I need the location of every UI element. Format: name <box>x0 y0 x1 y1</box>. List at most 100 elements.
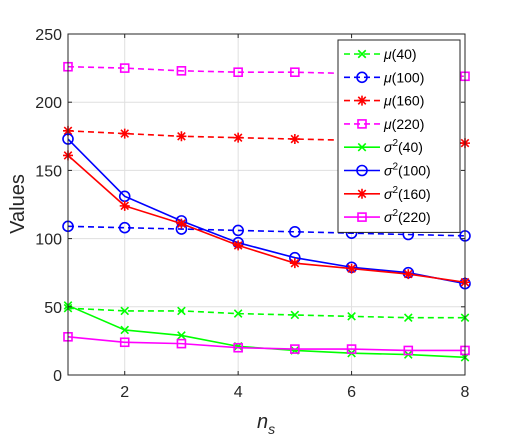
marker-x <box>177 331 186 340</box>
legend-label-suffix: (40) <box>398 139 423 155</box>
legend-item: μ(220) <box>344 116 424 132</box>
marker-x <box>357 49 367 59</box>
legend-item: σ2(40) <box>344 138 423 155</box>
legend-label-suffix: (40) <box>392 46 417 62</box>
plot-frame <box>67 33 466 376</box>
marker-x <box>403 313 413 323</box>
legend-label-symbol: μ <box>383 69 392 85</box>
legend: μ(40)μ(100)μ(160)μ(220)σ2(40)σ2(100)σ2(1… <box>337 39 461 233</box>
legend-label-superscript: 2 <box>392 185 398 196</box>
legend-label-symbol: μ <box>383 46 392 62</box>
x-axis-label-subscript: s <box>268 421 275 437</box>
series-line <box>67 336 465 352</box>
marker-x <box>120 306 130 316</box>
marker-x <box>290 310 300 320</box>
marker-asterisk <box>176 218 187 229</box>
legend-label-superscript: 2 <box>392 162 398 173</box>
y-axis-label: Values <box>7 174 29 234</box>
legend-box <box>337 39 461 233</box>
legend-label: μ(40) <box>383 46 417 62</box>
x-tick-label: 6 <box>347 384 356 401</box>
marker-square <box>346 344 357 354</box>
marker-asterisk <box>289 258 300 269</box>
marker-asterisk <box>289 134 300 145</box>
x-tick-label: 8 <box>461 384 470 401</box>
series-layer <box>62 61 471 362</box>
marker-x <box>120 325 130 335</box>
legend-item: σ2(160) <box>344 185 431 202</box>
legend-label-suffix: (160) <box>398 186 431 202</box>
marker-circle <box>118 221 131 234</box>
marker-x <box>177 306 186 316</box>
series-line <box>67 138 466 285</box>
axis-ticks: 2 4 6 8 0 50 100 150 200 250 <box>35 27 469 401</box>
legend-label-symbol: σ <box>384 186 393 202</box>
marker-asterisk <box>233 132 244 143</box>
legend-label-suffix: (100) <box>392 69 425 85</box>
series-line <box>67 307 465 319</box>
y-tick-label: 0 <box>53 368 62 385</box>
marker-asterisk <box>233 240 244 251</box>
marker-asterisk <box>119 128 130 139</box>
marker-square <box>290 67 300 77</box>
marker-square <box>233 342 243 353</box>
marker-x <box>357 142 367 152</box>
x-axis-label-base: n <box>257 411 268 433</box>
marker-square <box>233 67 243 77</box>
legend-label-suffix: (220) <box>398 209 431 225</box>
y-tick-label: 150 <box>35 163 62 180</box>
series-6 <box>63 150 470 288</box>
marker-x <box>347 312 356 321</box>
legend-label-suffix: (160) <box>392 93 425 109</box>
legend-item: σ2(220) <box>344 208 431 225</box>
marker-asterisk <box>346 263 357 274</box>
marker-asterisk <box>176 131 187 142</box>
y-tick-label: 250 <box>35 27 62 44</box>
marker-asterisk <box>357 188 367 199</box>
x-tick-label: 4 <box>234 384 243 401</box>
marker-square <box>176 338 187 349</box>
legend-label-symbol: μ <box>383 93 392 109</box>
legend-label-suffix: (100) <box>398 163 431 179</box>
legend-label: μ(100) <box>383 69 424 85</box>
x-tick-label: 2 <box>120 384 129 401</box>
legend-label-symbol: σ <box>384 209 393 225</box>
legend-label-symbol: μ <box>383 116 392 132</box>
marker-asterisk <box>119 200 130 211</box>
marker-square <box>357 119 367 129</box>
legend-label: σ2(100) <box>384 162 431 179</box>
legend-label-symbol: σ <box>384 163 393 179</box>
y-tick-label: 100 <box>35 232 62 249</box>
marker-circle <box>289 225 301 238</box>
marker-square <box>119 63 130 73</box>
legend-label: σ2(160) <box>384 185 431 202</box>
legend-item: μ(40) <box>344 46 417 62</box>
legend-item: σ2(100) <box>344 162 431 179</box>
series-line <box>67 225 466 237</box>
marker-square <box>357 212 367 222</box>
marker-circle <box>232 224 244 237</box>
y-tick-label: 200 <box>35 95 62 112</box>
marker-square <box>403 345 414 356</box>
legend-item: μ(100) <box>344 69 424 85</box>
legend-label: σ2(220) <box>384 208 431 225</box>
marker-asterisk <box>403 269 414 280</box>
marker-circle <box>356 164 368 177</box>
legend-label-suffix: (220) <box>392 116 425 132</box>
marker-square <box>176 66 187 76</box>
series-line <box>67 154 466 284</box>
legend-item: μ(160) <box>344 93 424 109</box>
marker-square <box>290 344 300 354</box>
legend-label-superscript: 2 <box>392 208 398 219</box>
marker-circle <box>356 71 368 84</box>
legend-label: μ(160) <box>383 93 424 109</box>
legend-label-superscript: 2 <box>392 138 398 149</box>
legend-label-symbol: σ <box>384 139 393 155</box>
legend-label: μ(220) <box>383 116 424 132</box>
marker-square <box>119 337 130 348</box>
y-tick-label: 50 <box>44 300 62 317</box>
marker-x <box>233 309 243 318</box>
x-axis-label: ns <box>257 411 275 437</box>
marker-asterisk <box>357 95 367 106</box>
